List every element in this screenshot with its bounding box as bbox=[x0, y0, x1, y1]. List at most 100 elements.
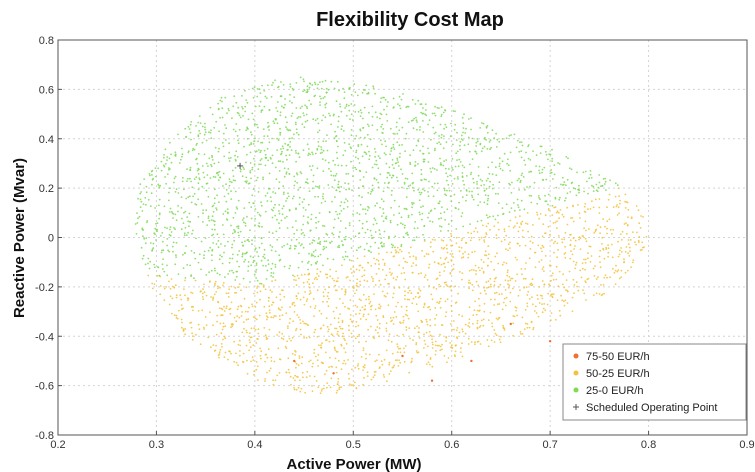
scatter-point bbox=[387, 339, 390, 342]
scatter-point bbox=[203, 254, 205, 257]
scatter-point bbox=[455, 329, 458, 332]
scatter-point bbox=[450, 304, 453, 307]
scatter-point bbox=[411, 98, 414, 101]
scatter-point bbox=[344, 293, 346, 296]
scatter-point bbox=[291, 112, 294, 115]
scatter-point bbox=[532, 150, 534, 153]
scatter-point bbox=[253, 370, 256, 373]
scatter-point bbox=[616, 214, 619, 216]
scatter-point bbox=[209, 311, 211, 314]
scatter-point bbox=[522, 229, 524, 232]
scatter-point bbox=[364, 304, 367, 307]
scatter-point bbox=[272, 379, 274, 382]
scatter-point bbox=[439, 230, 442, 232]
scatter-point bbox=[226, 208, 229, 211]
scatter-point bbox=[507, 280, 509, 282]
scatter-point bbox=[228, 288, 231, 291]
scatter-point bbox=[172, 250, 174, 253]
scatter-point bbox=[470, 341, 473, 343]
scatter-point bbox=[212, 299, 214, 301]
scatter-point bbox=[174, 213, 177, 216]
scatter-point bbox=[224, 139, 227, 141]
scatter-point bbox=[274, 279, 277, 282]
scatter-point bbox=[487, 177, 489, 180]
scatter-point bbox=[156, 222, 159, 225]
scatter-point bbox=[403, 207, 406, 210]
scatter-point bbox=[392, 277, 395, 280]
scatter-point bbox=[460, 215, 463, 218]
scatter-point bbox=[214, 282, 216, 285]
scatter-point bbox=[297, 266, 300, 269]
scatter-point bbox=[324, 288, 327, 291]
scatter-point bbox=[282, 205, 285, 208]
scatter-point bbox=[290, 339, 292, 342]
scatter-point bbox=[221, 116, 224, 119]
scatter-point bbox=[337, 359, 340, 362]
scatter-point bbox=[396, 141, 399, 144]
scatter-point bbox=[187, 177, 189, 180]
scatter-point bbox=[302, 376, 304, 379]
scatter-point bbox=[487, 222, 490, 225]
scatter-point bbox=[217, 300, 219, 303]
scatter-point bbox=[348, 104, 350, 107]
scatter-point bbox=[288, 337, 291, 340]
scatter-point bbox=[202, 171, 205, 174]
scatter-point bbox=[285, 173, 288, 175]
scatter-point bbox=[412, 339, 414, 341]
scatter-point bbox=[317, 365, 319, 367]
scatter-point bbox=[296, 181, 299, 184]
scatter-point bbox=[187, 231, 190, 234]
scatter-point bbox=[358, 219, 361, 222]
scatter-point bbox=[518, 226, 521, 229]
scatter-point bbox=[315, 276, 317, 279]
scatter-point bbox=[163, 154, 165, 156]
scatter-point bbox=[425, 253, 428, 255]
scatter-point bbox=[397, 251, 400, 254]
scatter-point bbox=[181, 153, 184, 156]
scatter-point bbox=[498, 181, 501, 184]
scatter-point bbox=[326, 386, 328, 389]
scatter-point bbox=[349, 314, 352, 316]
scatter-point bbox=[475, 280, 478, 283]
scatter-point bbox=[358, 298, 361, 301]
scatter-point bbox=[345, 105, 348, 107]
scatter-point bbox=[195, 125, 198, 127]
scatter-point bbox=[420, 206, 422, 209]
scatter-point bbox=[461, 342, 463, 345]
scatter-point bbox=[269, 187, 271, 190]
scatter-point bbox=[416, 325, 418, 328]
scatter-point bbox=[508, 211, 511, 214]
scatter-point bbox=[174, 263, 177, 266]
scatter-point bbox=[296, 229, 298, 232]
scatter-point bbox=[175, 294, 178, 297]
scatter-point bbox=[406, 231, 409, 234]
scatter-point bbox=[357, 144, 360, 146]
scatter-point bbox=[469, 223, 471, 226]
scatter-point bbox=[151, 183, 153, 186]
scatter-point bbox=[207, 215, 210, 218]
scatter-point bbox=[213, 350, 216, 352]
scatter-point bbox=[490, 285, 492, 288]
scatter-point bbox=[405, 232, 407, 235]
scatter-point bbox=[175, 241, 178, 244]
scatter-point bbox=[255, 271, 257, 273]
scatter-point bbox=[264, 194, 267, 197]
scatter-point bbox=[339, 298, 341, 300]
scatter-point bbox=[276, 218, 278, 221]
scatter-point bbox=[422, 233, 424, 236]
scatter-point bbox=[475, 145, 478, 147]
scatter-point bbox=[171, 212, 174, 214]
scatter-point bbox=[204, 122, 206, 125]
scatter-point bbox=[526, 302, 529, 305]
scatter-point bbox=[249, 170, 252, 172]
scatter-point bbox=[414, 296, 417, 298]
scatter-point bbox=[439, 345, 442, 348]
scatter-point bbox=[379, 112, 382, 115]
scatter-point bbox=[344, 251, 347, 253]
scatter-point bbox=[320, 148, 323, 151]
scatter-point bbox=[371, 184, 374, 187]
scatter-point bbox=[286, 121, 288, 124]
scatter-point bbox=[564, 197, 567, 200]
scatter-point bbox=[519, 289, 521, 292]
scatter-point bbox=[328, 366, 330, 368]
